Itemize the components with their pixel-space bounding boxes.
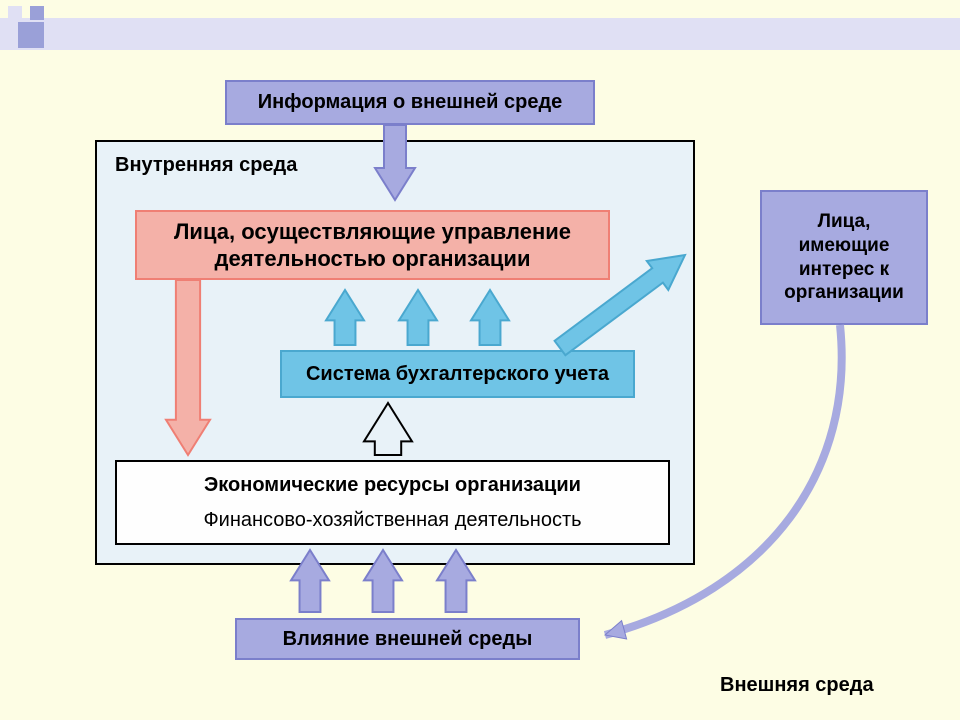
stakeholders-text: Лица, имеющие интерес к организации — [784, 210, 904, 305]
external-info-text: Информация о внешней среде — [258, 90, 563, 115]
external-env-label: Внешняя среда — [720, 670, 940, 700]
management-text: Лица, осуществляющие управление деятельн… — [174, 218, 571, 273]
resources-subtitle: Финансово-хозяйственная деятельность — [203, 508, 581, 533]
external-influence-box: Влияние внешней среды — [235, 618, 580, 660]
external-influence-text: Влияние внешней среды — [283, 627, 533, 652]
external-env-text: Внешняя среда — [720, 673, 874, 698]
accounting-system-box: Система бухгалтерского учета — [280, 350, 635, 398]
internal-env-label: Внутренняя среда — [115, 150, 365, 180]
external-info-box: Информация о внешней среде — [225, 80, 595, 125]
stakeholders-box: Лица, имеющие интерес к организации — [760, 190, 928, 325]
accounting-system-text: Система бухгалтерского учета — [306, 362, 609, 387]
diagram-stage: Внутренняя среда Информация о внешней ср… — [0, 0, 960, 720]
resources-box: Экономические ресурсы организации Финанс… — [115, 460, 670, 545]
management-box: Лица, осуществляющие управление деятельн… — [135, 210, 610, 280]
decor-strip — [0, 18, 960, 50]
resources-title: Экономические ресурсы организации — [203, 473, 581, 498]
internal-env-text: Внутренняя среда — [115, 153, 297, 178]
